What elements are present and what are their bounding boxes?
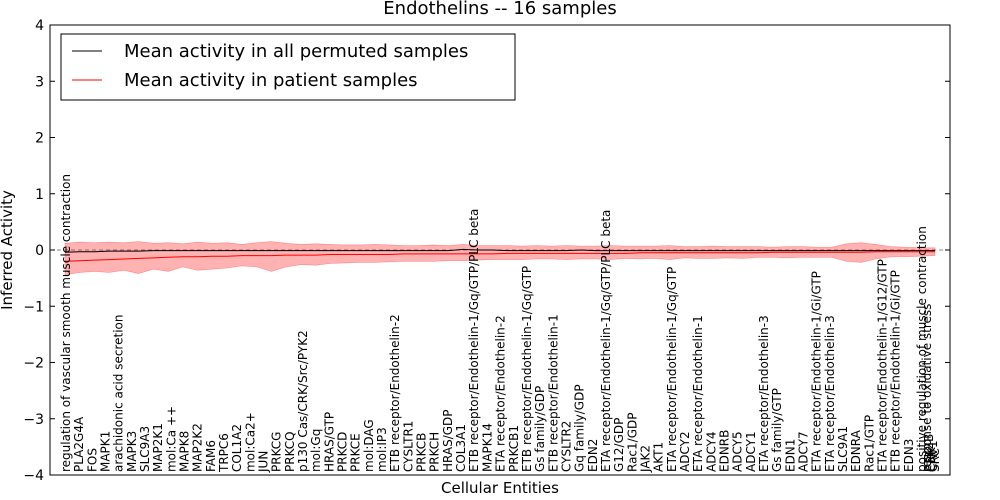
entity-label: PRKCH	[428, 432, 442, 472]
entity-label: MAPK1	[99, 431, 113, 472]
entity-label: ADCY5	[731, 431, 745, 472]
entity-label: FAM6	[204, 440, 218, 472]
entity-label: ETA receptor/Endothelin-1/Gi/GTP	[810, 271, 824, 472]
entity-label: ETA receptor/Endothelin-3	[757, 315, 771, 472]
y-tick-label: 3	[35, 74, 44, 90]
entity-label: PRKCG	[270, 432, 284, 472]
chart-title: Endothelins -- 16 samples	[383, 0, 616, 19]
entity-label: EDN1	[783, 439, 797, 472]
legend: Mean activity in all permuted samples Me…	[60, 33, 516, 101]
entity-label: ETB receptor/Endothelin-1/Gq/GTP/PLC bet…	[467, 209, 481, 472]
entity-label: mol:DAG	[362, 419, 376, 472]
entity-label: ETA receptor/Endothelin-3	[823, 315, 837, 472]
entity-label: ETA receptor/Endothelin-1/Gq/GTP/PLC bet…	[599, 210, 613, 472]
y-tick-label: 0	[35, 243, 44, 259]
entity-label: CRK	[924, 446, 938, 472]
entity-label: SLC9A3	[138, 426, 152, 472]
entity-label: JAK2	[638, 445, 652, 473]
entity-label: Gq family/GDP	[573, 384, 587, 472]
entity-label: COL1A2	[230, 424, 244, 472]
entity-label: PRKCB	[415, 433, 429, 472]
entity-label: EDNRB	[717, 430, 731, 472]
legend-label-patient: Mean activity in patient samples	[124, 70, 418, 91]
entity-label: PRKCD	[336, 432, 350, 472]
entity-label: PRKCQ	[283, 431, 297, 472]
y-tick-label: 1	[35, 187, 44, 203]
entity-label: PTK2B	[922, 434, 936, 472]
y-axis-label: Inferred Activity	[0, 190, 16, 310]
entity-label: CYSLTR2	[559, 421, 573, 472]
y-tick-label: −3	[23, 412, 44, 428]
entity-label: PLA2G4A	[72, 416, 86, 472]
entity-label: COL3A1	[454, 424, 468, 472]
entity-label: ETB receptor/Endothelin-1/Gq/GTP	[520, 266, 534, 472]
y-tick-label: 4	[35, 18, 44, 34]
entity-label: mol:Ca ++	[164, 406, 178, 472]
y-tick-label: −2	[23, 356, 44, 372]
y-tick-label: −1	[23, 299, 44, 315]
entity-label: ADCY7	[796, 431, 810, 472]
entity-label: MAP2K2	[191, 423, 205, 472]
entity-label: TRPC6	[217, 433, 231, 473]
entity-label: ETB receptor/Endothelin-2	[388, 314, 402, 472]
entity-label: SRC	[928, 448, 942, 472]
entity-label: HRAS/GTP	[322, 412, 336, 472]
entity-label: EDNRA	[849, 429, 863, 472]
entity-label: ADCY1	[744, 431, 758, 472]
entity-label: PRKCE	[349, 433, 363, 472]
patient-mean-line	[64, 251, 935, 262]
legend-box	[60, 33, 516, 101]
entity-label: response to oxidative stress	[920, 304, 934, 472]
entity-label: PRKCB1	[507, 425, 521, 472]
entity-label: Gs family/GDP	[533, 386, 547, 472]
entity-label: CAV1	[926, 440, 940, 472]
entity-label: AKT1	[652, 442, 666, 472]
entity-label: FOS	[85, 448, 99, 472]
entity-label: ETA receptor/Endothelin-1	[691, 315, 705, 472]
y-tick-label: 2	[35, 131, 44, 147]
entity-label: Gs family/GTP	[770, 388, 784, 472]
entity-label: ADCY2	[678, 431, 692, 472]
entity-label: MAPK8	[178, 431, 192, 472]
entity-label: Rac1/GDP	[625, 413, 639, 472]
y-tick-label: −4	[23, 468, 44, 484]
entity-label: p130 Cas/CRK/Src/PYK2	[296, 330, 310, 472]
entity-label: SLC9A1	[836, 426, 850, 472]
entity-label: mol:Ca2+	[243, 412, 257, 472]
entity-label: regulation of vascular smooth muscle con…	[59, 174, 73, 472]
entity-label: HRAS/GDP	[441, 409, 455, 472]
entity-label: MAPK3	[125, 431, 139, 472]
entity-label: mol:IP3	[375, 427, 389, 472]
legend-label-permuted: Mean activity in all permuted samples	[124, 41, 468, 62]
entity-label: mol:Gq	[309, 429, 323, 472]
entity-label: ETA receptor/Endothelin-2	[494, 315, 508, 472]
entity-label: G12/GDP	[612, 418, 626, 472]
permuted-mean-line	[64, 248, 935, 253]
x-axis-label: Cellular Entities	[441, 479, 559, 497]
entity-label: ETB receptor/Endothelin-1/Gi/GTP	[889, 270, 903, 472]
entity-label: EDN3	[902, 439, 916, 472]
patient-activity-band	[64, 241, 936, 276]
entity-label: ETB receptor/Endothelin-1	[546, 314, 560, 472]
entity-label: ADCY4	[704, 431, 718, 472]
entity-label: Rac1/GTP	[862, 415, 876, 472]
entity-label: arachidonic acid secretion	[112, 315, 126, 472]
entity-label: MAP2K1	[151, 423, 165, 472]
entity-label: CYSLTR1	[401, 421, 415, 472]
entity-label: ETA receptor/Endothelin-1/Gq/GTP	[665, 267, 679, 472]
entity-label: EDN2	[586, 439, 600, 472]
entity-label: MAPK14	[480, 423, 494, 472]
entity-label: positive regulation of muscle contractio…	[915, 226, 929, 472]
entity-label: JUN	[257, 451, 271, 473]
entity-label: ETA receptor/Endothelin-1/G12/GTP	[875, 259, 889, 472]
